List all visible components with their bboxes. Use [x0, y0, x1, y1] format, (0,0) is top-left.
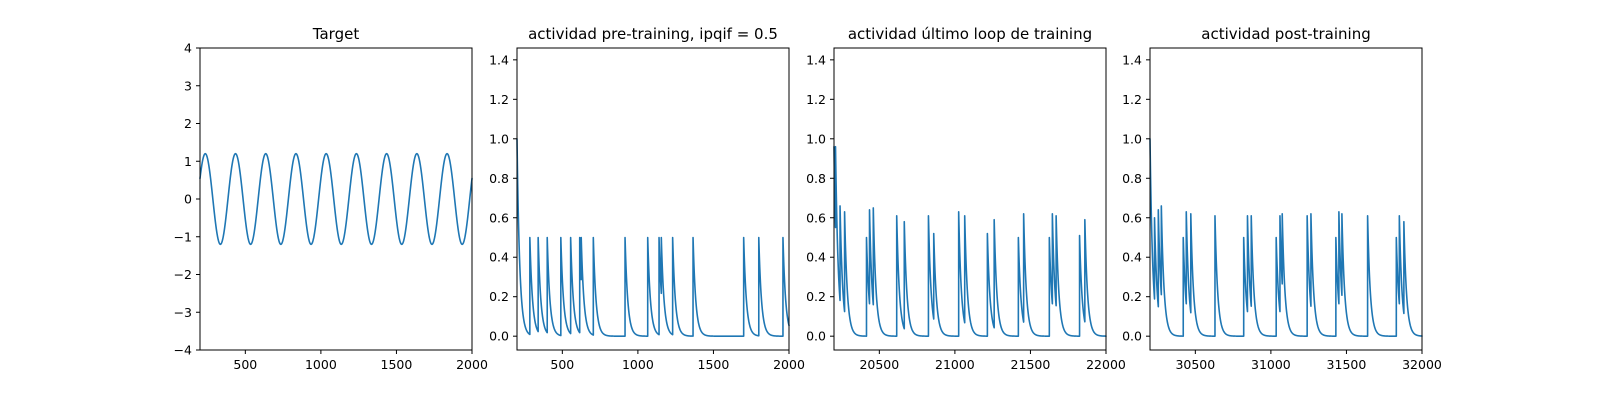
y-tick-label: 0.0: [489, 329, 509, 344]
y-tick-label: 0.4: [489, 250, 509, 265]
x-tick-label: 31500: [1327, 357, 1367, 372]
y-tick-label: 1.2: [806, 92, 826, 107]
y-tick-label: −2: [174, 267, 192, 282]
chart-title: Target: [312, 25, 360, 43]
plot-frame-2: [516, 47, 790, 351]
y-tick-label: 1.0: [489, 131, 509, 146]
y-tick-label: 2: [184, 116, 192, 131]
x-tick-label: 22000: [1086, 357, 1126, 372]
x-tick-label: 21500: [1011, 357, 1051, 372]
x-tick-label: 20500: [859, 357, 899, 372]
chart-title: actividad último loop de training: [848, 25, 1092, 43]
x-tick-label: 21000: [935, 357, 975, 372]
y-tick-label: 0.8: [489, 171, 509, 186]
y-tick-label: 0.2: [1122, 289, 1142, 304]
x-tick-label: 1500: [381, 357, 413, 372]
y-tick-label: 0.8: [1122, 171, 1142, 186]
series-line-1: [199, 152, 473, 246]
y-tick-label: 1.4: [489, 52, 509, 67]
y-tick-label: 1.4: [1122, 52, 1142, 67]
series-line-3: [833, 145, 1107, 337]
y-tick-label: 1.4: [806, 52, 826, 67]
y-tick-label: 1: [184, 154, 192, 169]
y-tick-label: 0: [184, 192, 192, 207]
x-tick-label: 1000: [622, 357, 654, 372]
x-tick-label: 2000: [456, 357, 488, 372]
y-tick-label: −3: [174, 305, 192, 320]
y-tick-label: 0.6: [1122, 210, 1142, 225]
y-tick-label: 0.0: [1122, 329, 1142, 344]
x-tick-label: 30500: [1175, 357, 1215, 372]
y-tick-label: 0.6: [489, 210, 509, 225]
y-tick-label: 0.0: [806, 329, 826, 344]
plot-frame-3: [833, 47, 1107, 351]
chart-panel-4: 30500 31000 31500 32000 0.0 0.2 0.4 0.6 0.8 1.0 1.…: [1122, 25, 1442, 372]
series-line-4: [1149, 138, 1423, 337]
y-tick-label: 0.2: [489, 289, 509, 304]
y-tick-label: 1.2: [1122, 92, 1142, 107]
y-tick-label: 4: [184, 41, 192, 56]
plot-frame-4: [1149, 47, 1423, 351]
y-tick-label: 1.0: [1122, 131, 1142, 146]
series-line-2: [516, 138, 790, 337]
y-tick-label: −4: [174, 343, 192, 358]
y-tick-label: 1.0: [806, 131, 826, 146]
x-tick-label: 1000: [305, 357, 337, 372]
chart-panel-2: 500 1000 1500 2000 0.0 0.2 0.4 0.6 0.8 1.0 1.2 1.4 a…: [489, 25, 805, 372]
y-tick-label: 0.6: [806, 210, 826, 225]
y-tick-label: −1: [174, 229, 192, 244]
x-tick-label: 32000: [1402, 357, 1442, 372]
y-tick-label: 0.2: [806, 289, 826, 304]
y-tick-label: 0.8: [806, 171, 826, 186]
chart-title: actividad pre-training, ipqif = 0.5: [528, 25, 778, 43]
chart-panel-1: 500 1000 1500 2000 −4 −3 −2 −1 0 1 2 3 4 Target: [174, 25, 488, 372]
x-tick-label: 31000: [1251, 357, 1291, 372]
x-tick-label: 500: [233, 357, 257, 372]
y-tick-label: 0.4: [806, 250, 826, 265]
y-tick-label: 3: [184, 78, 192, 93]
chart-panel-3: 20500 21000 21500 22000 0.0 0.2 0.4 0.6 0.8 1.0 1.…: [806, 25, 1126, 372]
y-tick-label: 0.4: [1122, 250, 1142, 265]
chart-title: actividad post-training: [1201, 25, 1370, 43]
x-tick-label: 500: [550, 357, 574, 372]
y-tick-label: 1.2: [489, 92, 509, 107]
x-tick-label: 1500: [698, 357, 730, 372]
x-tick-label: 2000: [773, 357, 805, 372]
